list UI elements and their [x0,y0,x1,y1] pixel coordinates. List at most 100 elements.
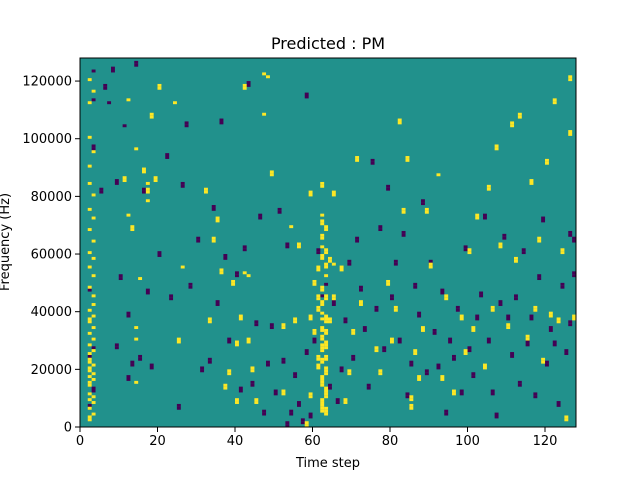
heatmap-cell-high [417,375,422,379]
heatmap-cell-high [316,354,321,358]
heatmap-cell-low [87,288,92,292]
heatmap-cell-low [459,392,464,396]
heatmap-cell-low [91,98,96,102]
heatmap-cell-low [87,403,92,407]
heatmap-cell-low [196,239,201,243]
heatmap-cell-low [111,69,115,73]
heatmap-cell-high [320,375,325,379]
heatmap-cell-low [390,297,394,301]
heatmap-cell-high [498,245,503,249]
heatmap-cell-low [494,415,499,419]
heatmap-cell-high [359,300,363,304]
heatmap-cell-high [320,398,325,402]
x-tick-label: 60 [304,434,321,449]
heatmap-cell-high [87,207,92,211]
heatmap-cell-high [91,216,96,220]
heatmap-cell-low [479,294,484,298]
x-tick-label: 80 [382,434,399,449]
heatmap-cell-high [223,386,228,390]
y-axis-label: Frequency (Hz) [0,193,13,291]
heatmap-cell-high [87,380,92,384]
heatmap-cell-high [331,297,336,301]
heatmap-cell-low [514,297,518,301]
x-tick-label: 20 [149,434,166,449]
x-tick-label: 120 [533,434,558,449]
heatmap-cell-low [300,421,305,425]
heatmap-cell-high [378,372,383,376]
heatmap-cell-low [297,401,301,404]
heatmap-cell-low [200,366,205,370]
heatmap-cell-low [91,144,96,148]
heatmap-cell-high [351,331,356,335]
heatmap-cell-low [564,352,569,355]
heatmap-cell-high [405,156,410,159]
heatmap-cell-high [223,383,228,387]
heatmap-cell-low [347,262,352,266]
heatmap-cell-low [467,346,472,350]
heatmap-cell-high [355,156,360,159]
heatmap-cell-high [510,121,515,125]
y-tick-label: 120000 [22,75,72,90]
heatmap-cell-low [130,363,135,367]
heatmap-cell-high [548,311,553,315]
heatmap-cell-low [227,340,232,344]
heatmap-cell-low [378,228,383,232]
heatmap-cell-low [517,383,522,387]
heatmap-cell-high [525,337,530,341]
heatmap-cell-high [320,360,325,364]
heatmap-cell-low [545,360,549,364]
y-axis: 0 20000 40000 60000 80000 100000 120000 [22,75,80,436]
heatmap-cell-low [517,380,522,384]
heatmap-cell-low [91,389,96,393]
heatmap-cell-low [269,323,274,327]
heatmap-cell-low [486,337,491,341]
plot-background [80,58,576,427]
heatmap-cell-high [87,308,92,312]
heatmap-cell-low [471,375,476,379]
heatmap-cell-high [304,421,309,425]
heatmap-cell-high [87,369,92,373]
heatmap-cell-high [572,314,577,318]
heatmap-cell-high [312,282,317,286]
heatmap-cell-low [281,357,286,361]
heatmap-cell-low [293,375,298,379]
x-tick-label: 40 [227,434,244,449]
heatmap-cell-low [242,248,247,252]
heatmap-cell-high [238,314,243,318]
heatmap-cell-high [320,184,325,188]
heatmap-cell-low [556,403,561,407]
heatmap-cell-low [258,216,263,220]
heatmap-cell-low [300,418,305,422]
heatmap-cell-high [297,245,301,249]
heatmap-cell-low [502,236,507,240]
heatmap-cell-low [343,317,348,321]
heatmap-cell-high [91,349,96,353]
heatmap-cell-high [262,112,267,116]
heatmap-cell-low [114,179,119,183]
heatmap-cell-high [564,418,569,422]
heatmap-cell-high [312,331,317,335]
heatmap-cell-low [537,277,542,281]
heatmap-cell-high [494,144,499,148]
heatmap-cell-high [157,86,162,90]
heatmap-cell-low [351,354,356,358]
plot-area [79,57,577,428]
heatmap-cell-high [440,375,445,379]
heatmap-cell-high [537,239,542,243]
heatmap-cell-high [91,294,96,298]
heatmap-cell-high [176,340,181,344]
heatmap-cell-low [103,83,108,87]
heatmap-cell-high [320,303,325,306]
heatmap-cell-low [525,340,530,344]
heatmap-cell-high [328,259,332,263]
heatmap-cell-high [421,326,425,330]
heatmap-cell-high [87,78,92,82]
heatmap-cell-high [269,173,274,177]
heatmap-cell-low [254,323,259,327]
heatmap-cell-high [235,398,239,402]
y-tick-label: 0 [64,421,72,436]
heatmap-cell-low [552,340,557,344]
heatmap-cell-low [118,277,123,281]
chart-title: Predicted : PM [271,34,385,53]
heatmap-cell-low [91,147,96,151]
